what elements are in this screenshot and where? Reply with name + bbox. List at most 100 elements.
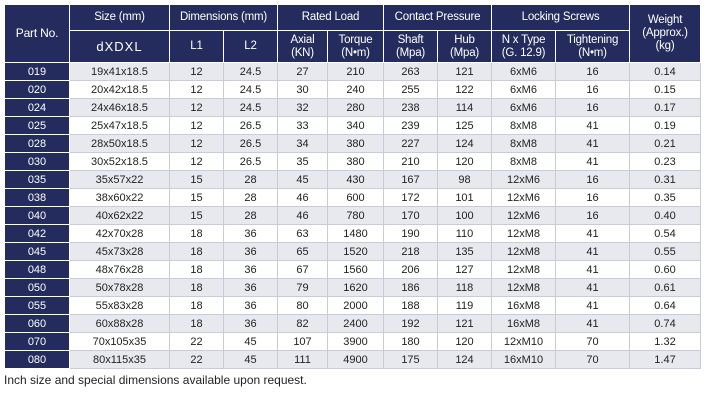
header-n-type: N x Type (G. 12.9) (491, 30, 556, 63)
axial-cell: 45 (277, 170, 328, 189)
size-cell: 60x88x28 (69, 314, 170, 333)
weight-cell: 0.14 (629, 62, 702, 81)
table-row: 028 28x50x18.5 12 26.5 34 380 227 124 8xM8 41 0.21 (4, 134, 702, 153)
tightening-cell: 41 (554, 224, 631, 243)
axial-cell: 46 (277, 206, 328, 225)
part-no-cell: 040 (4, 206, 70, 225)
axial-cell: 30 (277, 80, 328, 99)
l2-cell: 28 (223, 206, 278, 225)
screw-type-cell: 8xM8 (491, 116, 556, 135)
table-row: 035 35x57x22 15 28 45 430 167 98 12xM6 16 0.31 (4, 170, 702, 189)
table-row: 050 50x78x28 18 36 79 1620 186 118 12xM8 41 0.61 (4, 278, 702, 297)
weight-cell: 0.15 (629, 80, 702, 99)
axial-cell: 46 (277, 188, 328, 207)
size-cell: 42x70x28 (69, 224, 170, 243)
part-no-cell: 042 (4, 224, 70, 243)
shaft-cell: 227 (383, 134, 438, 153)
size-cell: 38x60x22 (69, 188, 170, 207)
l1-cell: 18 (169, 278, 224, 297)
header-torque-label: Torque (338, 33, 373, 46)
l1-cell: 18 (169, 224, 224, 243)
l2-cell: 28 (223, 188, 278, 207)
header-shaft: Shaft (Mpa) (383, 30, 438, 63)
screw-type-cell: 8xM8 (491, 134, 556, 153)
part-no-cell: 035 (4, 170, 70, 189)
hub-cell: 118 (437, 278, 492, 297)
tightening-cell: 41 (554, 296, 631, 315)
hub-cell: 98 (437, 170, 492, 189)
l2-cell: 28 (223, 170, 278, 189)
screw-type-cell: 12xM8 (491, 260, 556, 279)
table-row: 030 30x52x18.5 12 26.5 35 380 210 120 8xM8 41 0.23 (4, 152, 702, 171)
header-tightening: Tightening (N•m) (554, 30, 631, 63)
part-no-cell: 070 (4, 332, 70, 351)
axial-cell: 79 (277, 278, 328, 297)
header-axial: Axial (KN) (277, 30, 328, 63)
header-hub-unit: (Mpa) (449, 46, 480, 59)
part-no-cell: 080 (4, 350, 70, 369)
screw-type-cell: 16xM8 (491, 296, 556, 315)
torque-cell: 430 (327, 170, 384, 189)
tightening-cell: 70 (554, 350, 631, 369)
size-cell: 30x52x18.5 (69, 152, 170, 171)
axial-cell: 33 (277, 116, 328, 135)
hub-cell: 135 (437, 242, 492, 261)
spec-table-container: Part No. Size (mm) Dimensions (mm) Rated… (4, 4, 702, 387)
size-cell: 35x57x22 (69, 170, 170, 189)
part-no-cell: 045 (4, 242, 70, 261)
spec-table: Part No. Size (mm) Dimensions (mm) Rated… (4, 4, 702, 369)
table-row: 019 19x41x18.5 12 24.5 27 210 263 121 6xM6 16 0.14 (4, 62, 702, 81)
l1-cell: 12 (169, 98, 224, 117)
axial-cell: 27 (277, 62, 328, 81)
axial-cell: 82 (277, 314, 328, 333)
axial-cell: 65 (277, 242, 328, 261)
screw-type-cell: 12xM10 (491, 332, 556, 351)
hub-cell: 100 (437, 206, 492, 225)
torque-cell: 600 (327, 188, 384, 207)
torque-cell: 240 (327, 80, 384, 99)
table-header: Part No. Size (mm) Dimensions (mm) Rated… (4, 4, 702, 63)
header-size-sub: dXDXL (69, 30, 170, 63)
header-part-no: Part No. (4, 4, 70, 63)
l2-cell: 36 (223, 242, 278, 261)
table-row: 020 20x42x18.5 12 24.5 30 240 255 122 6xM6 16 0.15 (4, 80, 702, 99)
shaft-cell: 210 (383, 152, 438, 171)
table-body: 019 19x41x18.5 12 24.5 27 210 263 121 6xM6 16 0.14… (4, 62, 702, 369)
shaft-cell: 192 (383, 314, 438, 333)
torque-cell: 3900 (327, 332, 384, 351)
screw-type-cell: 6xM6 (491, 98, 556, 117)
tightening-cell: 16 (554, 98, 631, 117)
shaft-cell: 239 (383, 116, 438, 135)
torque-cell: 2400 (327, 314, 384, 333)
table-row: 040 40x62x22 15 28 46 780 170 100 12xM6 16 0.40 (4, 206, 702, 225)
size-cell: 55x83x28 (69, 296, 170, 315)
torque-cell: 1620 (327, 278, 384, 297)
header-tightening-unit: (N•m) (578, 46, 607, 59)
part-no-cell: 025 (4, 116, 70, 135)
shaft-cell: 172 (383, 188, 438, 207)
hub-cell: 101 (437, 188, 492, 207)
weight-cell: 0.35 (629, 188, 702, 207)
l2-cell: 24.5 (223, 98, 278, 117)
tightening-cell: 16 (554, 62, 631, 81)
torque-cell: 1520 (327, 242, 384, 261)
l1-cell: 12 (169, 62, 224, 81)
weight-cell: 0.23 (629, 152, 702, 171)
shaft-cell: 263 (383, 62, 438, 81)
part-no-cell: 050 (4, 278, 70, 297)
hub-cell: 120 (437, 332, 492, 351)
table-row: 080 80x115x35 22 45 111 4900 175 124 16xM10 70 1.4… (4, 350, 702, 369)
hub-cell: 122 (437, 80, 492, 99)
hub-cell: 124 (437, 350, 492, 369)
torque-cell: 1560 (327, 260, 384, 279)
weight-cell: 0.31 (629, 170, 702, 189)
axial-cell: 63 (277, 224, 328, 243)
shaft-cell: 175 (383, 350, 438, 369)
part-no-cell: 048 (4, 260, 70, 279)
l1-cell: 12 (169, 152, 224, 171)
shaft-cell: 206 (383, 260, 438, 279)
weight-cell: 0.60 (629, 260, 702, 279)
screw-type-cell: 12xM6 (491, 170, 556, 189)
header-tightening-label: Tightening (566, 33, 619, 46)
hub-cell: 127 (437, 260, 492, 279)
